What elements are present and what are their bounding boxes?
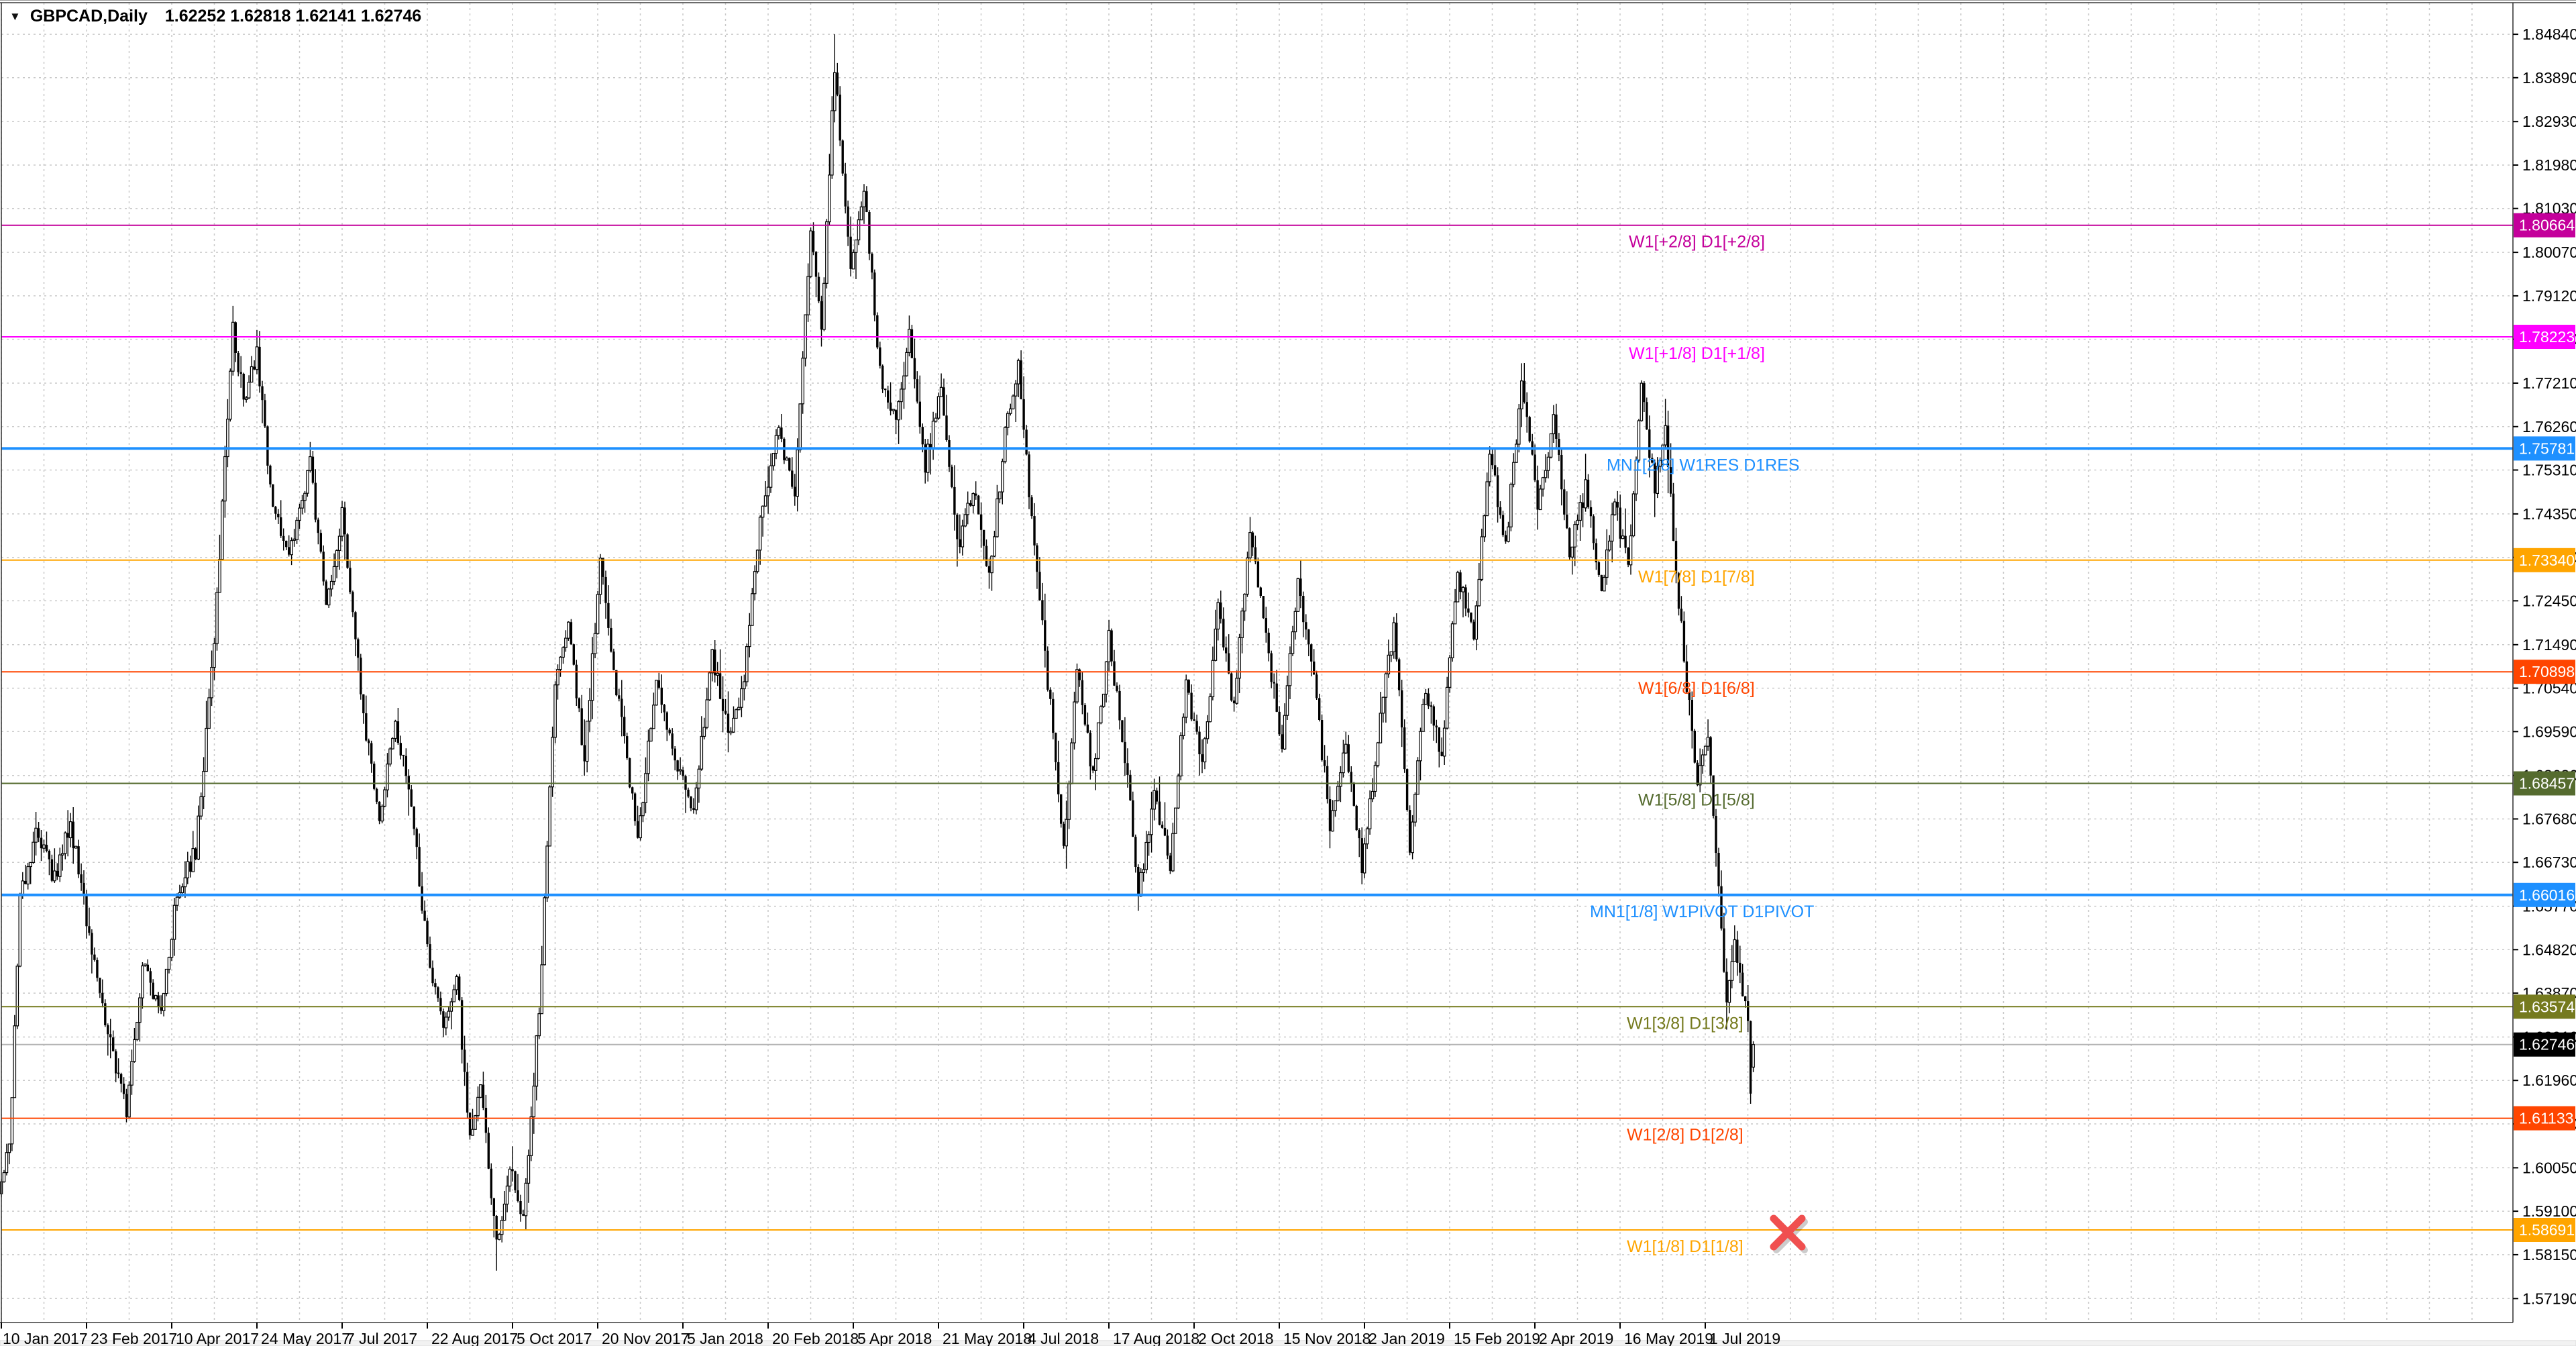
- level-label: W1[2/8] D1[2/8]: [1627, 1126, 1743, 1145]
- svg-text:1.66016: 1.66016: [2519, 886, 2575, 904]
- date-axis-label: 5 Jan 2018: [687, 1330, 763, 1346]
- svg-text:1.70898: 1.70898: [2519, 663, 2575, 680]
- price-badge: 1.78223: [2514, 325, 2575, 349]
- date-axis-label: 15 Nov 2018: [1283, 1330, 1371, 1346]
- price-axis: 1.848401.838901.829301.819801.810301.800…: [2513, 25, 2576, 1307]
- price-badge: 1.66016: [2514, 882, 2575, 907]
- date-axis-label: 4 Jul 2018: [1028, 1330, 1099, 1346]
- level-label: W1[+1/8] D1[+1/8]: [1629, 344, 1765, 363]
- price-badge: 1.63574: [2514, 994, 2575, 1019]
- svg-text:1.80664: 1.80664: [2519, 217, 2575, 234]
- price-axis-label: 1.80070: [2522, 244, 2576, 261]
- date-axis-label: 2 Jan 2019: [1368, 1330, 1445, 1346]
- chart-ohlc-values: 1.62252 1.62818 1.62141 1.62746: [164, 7, 422, 25]
- level-label: MN1[1/8] W1PIVOT D1PIVOT: [1590, 902, 1814, 921]
- level-label: W1[6/8] D1[6/8]: [1638, 679, 1755, 698]
- price-axis-label: 1.83890: [2522, 69, 2576, 87]
- date-axis-label: 1 Jul 2019: [1709, 1330, 1780, 1346]
- price-axis-label: 1.61960: [2522, 1072, 2576, 1089]
- price-axis-label: 1.64820: [2522, 941, 2576, 958]
- chart-symbol-period: GBPCAD,Daily: [30, 7, 148, 25]
- price-axis-label: 1.79120: [2522, 287, 2576, 305]
- price-axis-label: 1.84840: [2522, 25, 2576, 43]
- price-axis-label: 1.76260: [2522, 418, 2576, 435]
- price-badge: 1.73340: [2514, 548, 2575, 572]
- level-label: W1[+2/8] D1[+2/8]: [1629, 233, 1765, 252]
- level-label: W1[3/8] D1[3/8]: [1627, 1014, 1743, 1033]
- svg-text:1.62746: 1.62746: [2519, 1036, 2575, 1053]
- level-label: W1[7/8] D1[7/8]: [1638, 568, 1755, 586]
- price-axis-label: 1.59100: [2522, 1202, 2576, 1220]
- price-axis-label: 1.75310: [2522, 462, 2576, 479]
- price-axis-label: 1.60050: [2522, 1159, 2576, 1176]
- date-axis-label: 10 Jan 2017: [3, 1330, 88, 1346]
- price-axis-label: 1.77210: [2522, 374, 2576, 392]
- price-axis-label: 1.74350: [2522, 505, 2576, 523]
- date-axis-label: 22 Aug 2017: [431, 1330, 518, 1346]
- date-axis-label: 15 Feb 2019: [1454, 1330, 1540, 1346]
- grid: [1, 3, 2513, 1323]
- svg-text:1.73340: 1.73340: [2519, 552, 2575, 569]
- svg-text:1.68457: 1.68457: [2519, 775, 2575, 792]
- svg-text:1.78223: 1.78223: [2519, 328, 2575, 346]
- cross-marker-icon[interactable]: [1770, 1214, 1808, 1253]
- date-axis-label: 7 Jul 2017: [346, 1330, 417, 1346]
- level-label: W1[1/8] D1[1/8]: [1627, 1237, 1743, 1256]
- date-axis-label: 20 Nov 2017: [602, 1330, 689, 1346]
- date-axis-label: 20 Feb 2018: [772, 1330, 859, 1346]
- price-axis-label: 1.71490: [2522, 636, 2576, 654]
- level-label: MN1[2/8] W1RES D1RES: [1607, 456, 1800, 474]
- level-label: W1[5/8] D1[5/8]: [1638, 791, 1755, 810]
- date-axis-label: 17 Aug 2018: [1113, 1330, 1199, 1346]
- price-axis-label: 1.66730: [2522, 853, 2576, 871]
- price-axis-label: 1.72450: [2522, 592, 2576, 609]
- date-axis-label: 21 May 2018: [943, 1330, 1032, 1346]
- price-badge: 1.58691: [2514, 1218, 2575, 1242]
- price-axis-label: 1.67680: [2522, 811, 2576, 828]
- chart-title: ▼ GBPCAD,Daily 1.62252 1.62818 1.62141 1…: [9, 7, 421, 26]
- candles-bearish: [24, 72, 1752, 1240]
- price-badge: 1.61133: [2514, 1106, 2575, 1131]
- chart-menu-dropdown-icon[interactable]: ▼: [9, 9, 21, 23]
- price-badge: 1.75781: [2514, 436, 2575, 461]
- price-axis-label: 1.69590: [2522, 723, 2576, 740]
- svg-text:1.61133: 1.61133: [2519, 1110, 2573, 1127]
- svg-text:1.75781: 1.75781: [2519, 439, 2575, 457]
- price-badge: 1.62746: [2514, 1032, 2575, 1057]
- price-axis-label: 1.82930: [2522, 113, 2576, 130]
- date-axis-label: 24 May 2017: [261, 1330, 350, 1346]
- date-axis-label: 23 Feb 2017: [91, 1330, 177, 1346]
- price-badge: 1.80664: [2514, 213, 2575, 238]
- price-axis-label: 1.57190: [2522, 1290, 2576, 1307]
- price-axis-label: 1.81980: [2522, 156, 2576, 174]
- date-axis-label: 16 May 2019: [1624, 1330, 1713, 1346]
- price-axis-label: 1.58150: [2522, 1246, 2576, 1263]
- footer-strip: [0, 1340, 2576, 1346]
- price-badge: 1.68457: [2514, 771, 2575, 796]
- price-badge: 1.70898: [2514, 660, 2575, 684]
- date-axis-label: 5 Oct 2017: [517, 1330, 592, 1346]
- date-axis-label: 5 Apr 2018: [857, 1330, 932, 1346]
- date-axis-label: 2 Oct 2018: [1198, 1330, 1274, 1346]
- date-axis-label: 10 Apr 2017: [176, 1330, 259, 1346]
- svg-text:1.58691: 1.58691: [2519, 1221, 2575, 1239]
- date-axis-label: 2 Apr 2019: [1539, 1330, 1613, 1346]
- svg-text:1.63574: 1.63574: [2519, 998, 2575, 1015]
- candles-bullish: [0, 72, 1755, 1240]
